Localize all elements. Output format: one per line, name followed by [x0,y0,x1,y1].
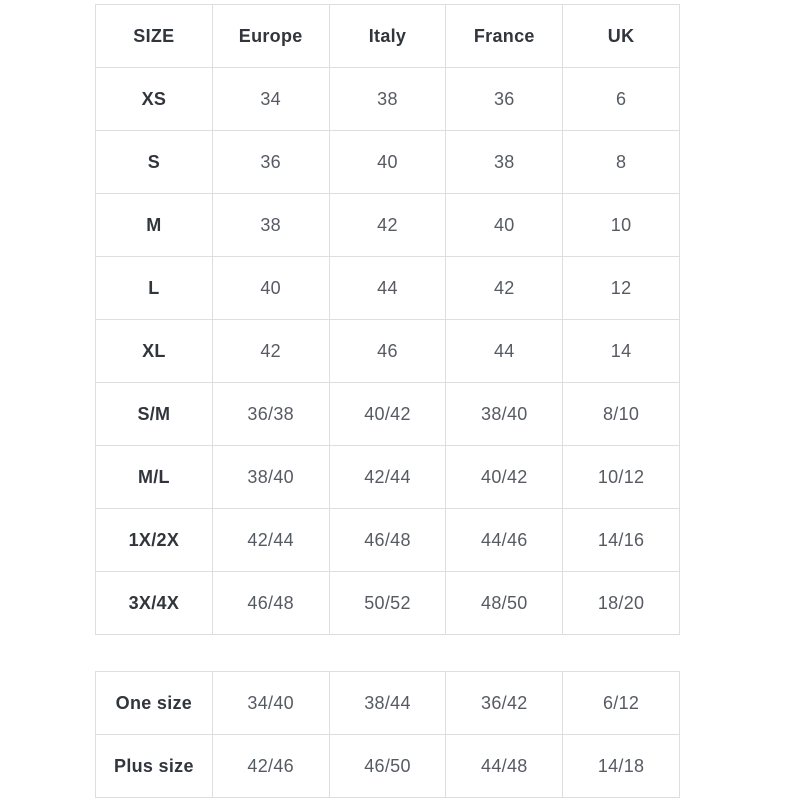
size-value: 10/12 [562,445,680,509]
size-value: 40/42 [445,445,564,509]
column-header: Italy [328,4,447,68]
size-value: 36/42 [445,671,564,735]
table-row: Plus size 42/46 46/50 44/48 14/18 [95,734,680,798]
table-row: L 40 44 42 12 [95,256,680,320]
size-value: 18/20 [562,571,680,635]
size-value: 36 [211,130,330,194]
size-value: 38 [211,193,330,257]
size-conversion-table-body: XS 34 38 36 6 S 36 40 38 8 M 38 42 40 10 L 40 44 42 12 XL 42 4… [95,67,680,635]
size-label: Plus size [95,734,213,798]
size-value: 46/50 [328,734,447,798]
size-value: 44 [328,256,447,320]
column-header: SIZE [95,4,213,68]
size-value: 6 [562,67,680,131]
size-value: 34 [211,67,330,131]
size-value: 36 [445,67,564,131]
special-sizes-table-body: One size 34/40 38/44 36/42 6/12 Plus size 42/4… [95,671,680,798]
size-value: 38/40 [445,382,564,446]
size-label: L [95,256,213,320]
size-value: 38 [328,67,447,131]
size-value: 12 [562,256,680,320]
size-conversion-table: SIZE Europe Italy France UK XS 34 38 36 6 S 36 40 38… [95,4,680,635]
table-row: S 36 40 38 8 [95,130,680,194]
column-header: France [445,4,564,68]
size-value: 10 [562,193,680,257]
size-label: 3X/4X [95,571,213,635]
size-label: S/M [95,382,213,446]
size-value: 40 [445,193,564,257]
size-value: 38/40 [211,445,330,509]
size-value: 42 [445,256,564,320]
special-sizes-table: One size 34/40 38/44 36/42 6/12 Plus size 42/4… [95,671,680,798]
size-label: One size [95,671,213,735]
size-label: 1X/2X [95,508,213,572]
size-value: 40 [328,130,447,194]
size-label: M [95,193,213,257]
size-value: 44/46 [445,508,564,572]
table-row: 1X/2X 42/44 46/48 44/46 14/16 [95,508,680,572]
size-value: 6/12 [562,671,680,735]
table-row: M/L 38/40 42/44 40/42 10/12 [95,445,680,509]
size-value: 40/42 [328,382,447,446]
size-label: M/L [95,445,213,509]
table-row: XS 34 38 36 6 [95,67,680,131]
column-header: Europe [211,4,330,68]
size-value: 42/44 [328,445,447,509]
size-value: 46/48 [211,571,330,635]
size-value: 42/46 [211,734,330,798]
size-value: 38 [445,130,564,194]
size-value: 50/52 [328,571,447,635]
size-value: 14/16 [562,508,680,572]
size-value: 46/48 [328,508,447,572]
size-value: 40 [211,256,330,320]
table-row: M 38 42 40 10 [95,193,680,257]
size-value: 42 [328,193,447,257]
size-value: 44/48 [445,734,564,798]
size-value: 44 [445,319,564,383]
size-label: XL [95,319,213,383]
table-row: 3X/4X 46/48 50/52 48/50 18/20 [95,571,680,635]
size-label: XS [95,67,213,131]
table-row: One size 34/40 38/44 36/42 6/12 [95,671,680,735]
table-row: S/M 36/38 40/42 38/40 8/10 [95,382,680,446]
size-value: 42/44 [211,508,330,572]
size-value: 14/18 [562,734,680,798]
column-header: UK [562,4,680,68]
size-value: 38/44 [328,671,447,735]
size-value: 8/10 [562,382,680,446]
size-chart: SIZE Europe Italy France UK XS 34 38 36 6 S 36 40 38… [95,4,680,798]
table-row: XL 42 46 44 14 [95,319,680,383]
size-value: 36/38 [211,382,330,446]
size-value: 42 [211,319,330,383]
size-value: 46 [328,319,447,383]
size-value: 48/50 [445,571,564,635]
size-label: S [95,130,213,194]
size-value: 34/40 [211,671,330,735]
size-value: 14 [562,319,680,383]
size-value: 8 [562,130,680,194]
header-row: SIZE Europe Italy France UK [95,4,680,68]
